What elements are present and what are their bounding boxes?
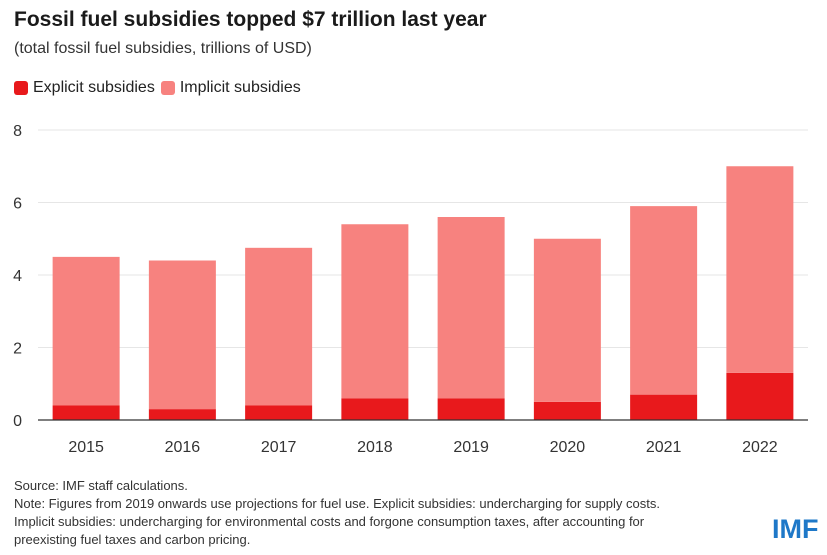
x-tick-label-2017: 2017 <box>261 439 297 456</box>
bar-implicit-2016 <box>148 260 216 410</box>
bar-implicit-2017 <box>245 247 313 406</box>
x-tick-label-2016: 2016 <box>165 439 201 456</box>
x-tick-label-2020: 2020 <box>550 439 586 456</box>
legend-label-implicit: Implicit subsidies <box>179 79 301 96</box>
bar-explicit-2020 <box>533 401 601 420</box>
chart-title: Fossil fuel subsidies topped $7 trillion… <box>14 8 487 31</box>
source-note: Source: IMF staff calculations. <box>14 478 188 493</box>
y-tick-label-2: 2 <box>13 341 22 358</box>
stacked-bar-chart: 0 2 4 6 8 2015 2016 2017 2018 2019 2020 2021 2022 <box>13 123 808 456</box>
y-tick-label-8: 8 <box>13 123 22 140</box>
y-tick-label-4: 4 <box>13 268 22 285</box>
bar-explicit-2017 <box>245 405 313 420</box>
chart-subtitle: (total fossil fuel subsidies, trillions … <box>14 40 312 57</box>
note-line-2: Implicit subsidies: undercharging for en… <box>14 514 645 529</box>
x-tick-label-2021: 2021 <box>646 439 682 456</box>
legend-swatch-explicit <box>14 81 28 95</box>
chart-legend: Explicit subsidies Implicit subsidies <box>14 79 307 97</box>
bar-explicit-2021 <box>630 394 698 420</box>
bar-explicit-2016 <box>148 409 216 420</box>
legend-label-explicit: Explicit subsidies <box>33 79 155 96</box>
chart-footer: Source: IMF staff calculations. Note: Fi… <box>14 477 660 549</box>
y-tick-label-6: 6 <box>13 196 22 213</box>
bar-explicit-2022 <box>726 372 794 420</box>
bar-implicit-2015 <box>52 256 120 406</box>
note-line-3: preexisting fuel taxes and carbon pricin… <box>14 532 251 547</box>
x-tick-label-2018: 2018 <box>357 439 393 456</box>
x-tick-label-2015: 2015 <box>68 439 104 456</box>
note-line-1: Note: Figures from 2019 onwards use proj… <box>14 496 660 511</box>
legend-item-explicit: Explicit subsidies <box>14 79 155 97</box>
bar-implicit-2020 <box>533 238 601 402</box>
legend-swatch-implicit <box>160 81 175 95</box>
bar-implicit-2019 <box>437 217 505 399</box>
y-tick-label-0: 0 <box>13 413 22 430</box>
bar-explicit-2015 <box>52 405 120 420</box>
bar-implicit-2018 <box>341 224 409 399</box>
x-tick-label-2022: 2022 <box>742 439 778 456</box>
bar-explicit-2019 <box>437 398 505 420</box>
x-tick-label-2019: 2019 <box>453 439 489 456</box>
legend-item-implicit: Implicit subsidies <box>160 79 301 97</box>
bar-implicit-2022 <box>726 166 794 373</box>
bar-implicit-2021 <box>630 206 698 395</box>
bar-explicit-2018 <box>341 398 409 420</box>
imf-logo: IMF <box>772 514 819 544</box>
